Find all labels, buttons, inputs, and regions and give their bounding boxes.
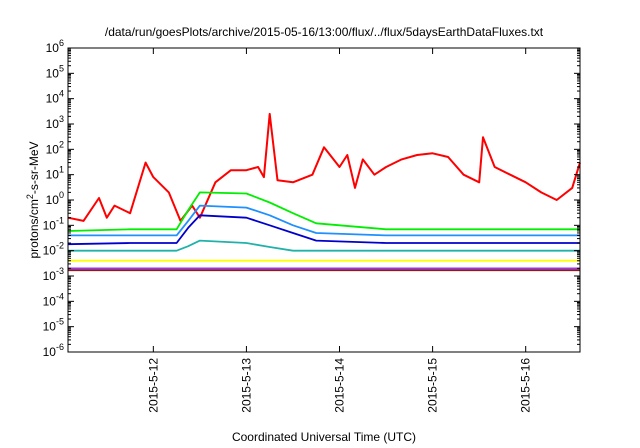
- y-tick-label: 10-5: [43, 317, 64, 334]
- series-line-4: [67, 214, 580, 246]
- y-tick-label: 10-4: [43, 291, 64, 308]
- y-tick-label: 104: [46, 89, 64, 106]
- plot-frame: [67, 47, 581, 353]
- y-axis-label: protons/cm2-s-sr-MeV: [25, 141, 41, 258]
- y-tick-label: 106: [46, 38, 64, 55]
- x-tick-label: 2015-5-12: [146, 358, 160, 413]
- y-tick-label: 10-1: [43, 215, 64, 232]
- x-axis: 2015-5-12 2015-5-13 2015-5-14 2015-5-15 2015…: [146, 48, 533, 413]
- x-tick-label: 2015-5-13: [239, 358, 253, 413]
- series-line-1: [67, 112, 581, 222]
- y-tick-label: 102: [46, 139, 64, 156]
- x-tick-label: 2015-5-14: [333, 358, 347, 413]
- y-tick-label: 103: [46, 114, 64, 131]
- x-tick-label: 2015-5-16: [519, 358, 533, 413]
- y-tick-label: 10-6: [43, 342, 64, 359]
- series-layer: [67, 112, 581, 272]
- y-tick-label: 100: [46, 190, 64, 207]
- y-tick-label: 101: [46, 165, 64, 182]
- chart-title: /data/run/goesPlots/archive/2015-05-16/1…: [105, 25, 544, 39]
- y-axis: 10-6 10-5 10-4 10-3 10-2 10-1 100 101 102 103 104 1…: [43, 38, 580, 359]
- y-tick-label: 10-2: [43, 241, 64, 258]
- y-tick-label: 105: [46, 63, 64, 80]
- series-line-5: [68, 239, 580, 252]
- y-tick-label: 10-3: [43, 266, 64, 283]
- x-tick-label: 2015-5-15: [426, 358, 440, 413]
- series-line-2: [67, 191, 580, 232]
- series-line-3: [68, 204, 580, 237]
- x-axis-label: Coordinated Universal Time (UTC): [232, 430, 416, 444]
